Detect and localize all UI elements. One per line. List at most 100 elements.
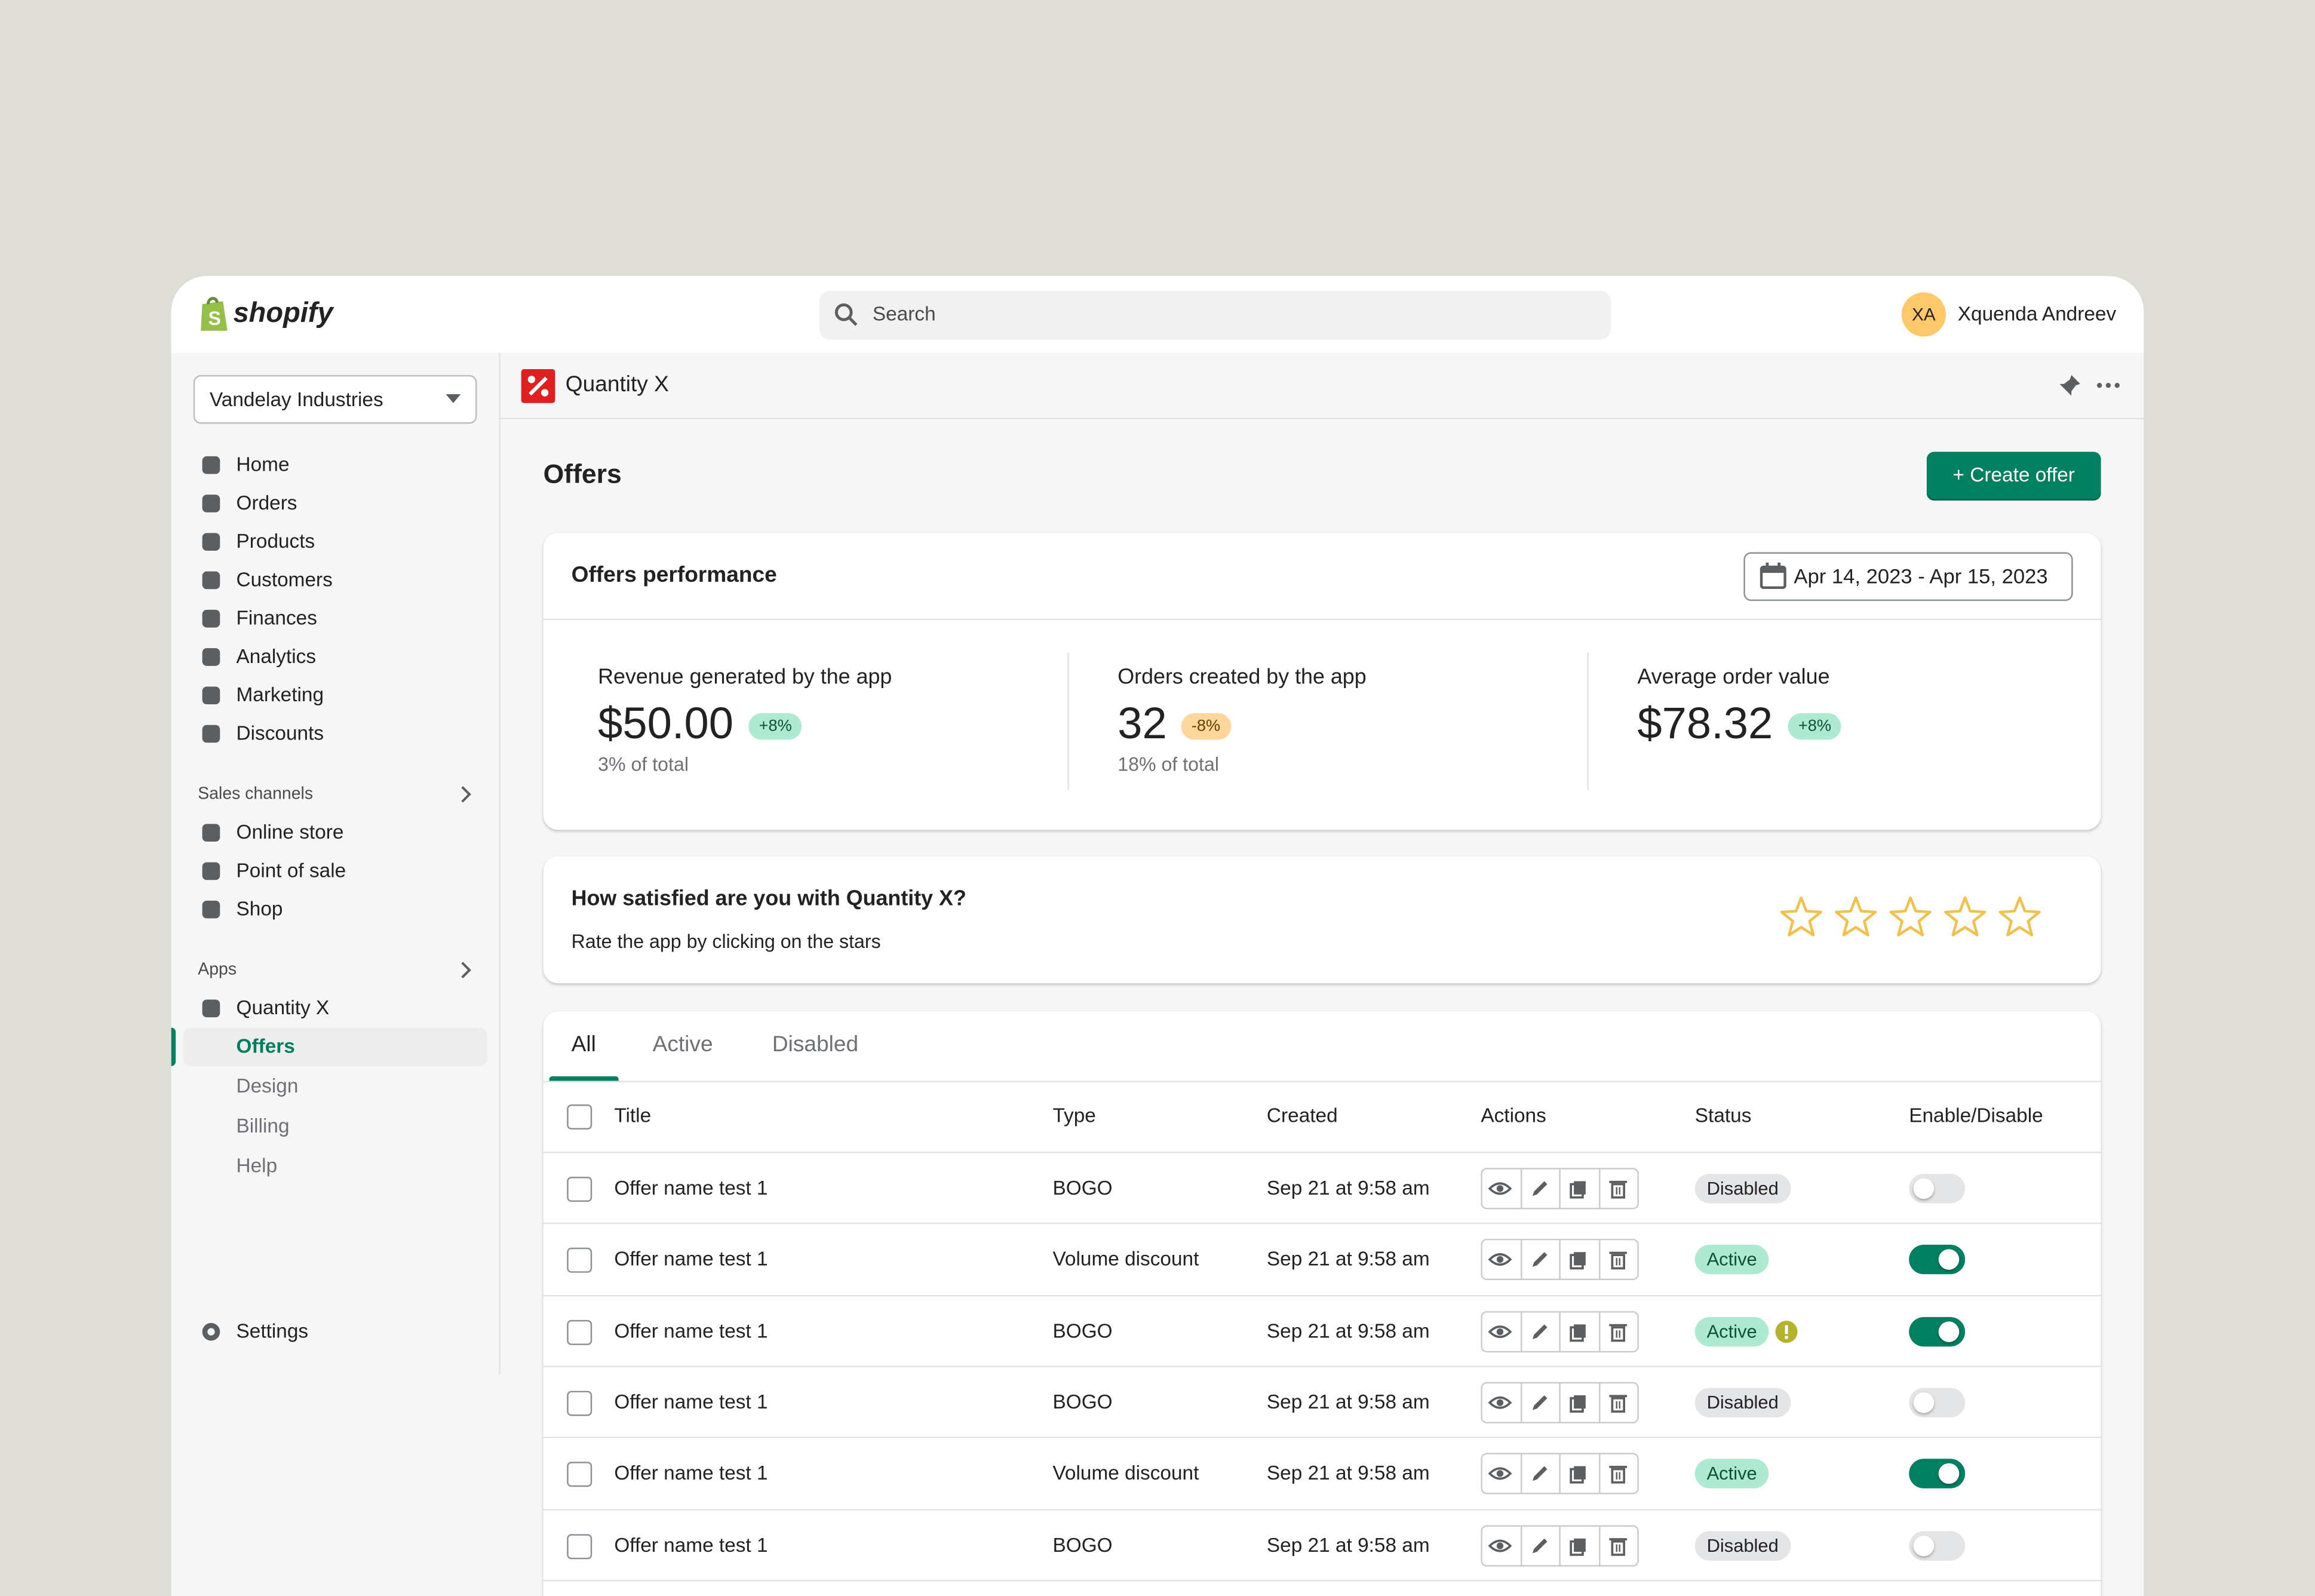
nav-item[interactable]: Products bbox=[236, 530, 315, 553]
subnav-item[interactable]: Design bbox=[236, 1075, 299, 1097]
nav-item[interactable]: Quantity X bbox=[236, 996, 330, 1019]
column-header: Created bbox=[1266, 1104, 1338, 1127]
table-card bbox=[543, 1011, 2101, 1596]
checkbox[interactable] bbox=[567, 1462, 592, 1487]
action-icon[interactable] bbox=[1564, 1459, 1594, 1488]
action-icon[interactable] bbox=[1525, 1388, 1554, 1417]
offer-title: Offer name test 1 bbox=[614, 1319, 768, 1342]
rating-star[interactable] bbox=[1998, 896, 2042, 940]
action-icon[interactable] bbox=[1564, 1316, 1594, 1346]
rating-subtitle: Rate the app by clicking on the stars bbox=[571, 930, 881, 953]
rating-star[interactable] bbox=[1943, 896, 1987, 940]
tab[interactable]: Active bbox=[652, 1032, 713, 1057]
offer-title: Offer name test 1 bbox=[614, 1177, 768, 1199]
subnav-item[interactable]: Help bbox=[236, 1155, 278, 1177]
avatar-initials: XA bbox=[1912, 304, 1936, 325]
subnav-item[interactable]: Offers bbox=[236, 1035, 295, 1057]
action-divider bbox=[1520, 1168, 1522, 1210]
action-icon[interactable] bbox=[1525, 1459, 1554, 1488]
chevron[interactable] bbox=[460, 961, 472, 979]
date-picker[interactable] bbox=[1743, 552, 2073, 601]
nav-icon bbox=[202, 686, 220, 705]
nav-icon bbox=[202, 648, 220, 666]
action-icon[interactable] bbox=[1525, 1316, 1554, 1346]
action-icon[interactable] bbox=[1604, 1174, 1633, 1203]
user-name[interactable]: Xquenda Andreev bbox=[1957, 302, 2117, 325]
offer-type: BOGO bbox=[1052, 1319, 1113, 1342]
nav-item[interactable]: Settings bbox=[236, 1319, 309, 1342]
nav-icon bbox=[202, 571, 220, 590]
nav-icon bbox=[202, 999, 220, 1018]
tab[interactable]: All bbox=[571, 1032, 596, 1057]
more-icon[interactable] bbox=[2096, 381, 2120, 390]
avatar[interactable] bbox=[1901, 292, 1946, 337]
checkbox[interactable] bbox=[567, 1319, 592, 1345]
action-icon[interactable] bbox=[1604, 1530, 1633, 1560]
action-divider bbox=[1520, 1453, 1522, 1495]
metric-value: 32 bbox=[1117, 699, 1167, 749]
nav-item[interactable]: Point of sale bbox=[236, 859, 346, 882]
action-icon[interactable] bbox=[1604, 1316, 1633, 1346]
pin-icon[interactable] bbox=[2058, 373, 2082, 397]
action-icon[interactable] bbox=[1564, 1530, 1594, 1560]
offer-type: Volume discount bbox=[1052, 1462, 1199, 1484]
nav-item[interactable]: Home bbox=[236, 453, 290, 475]
nav-icon bbox=[202, 533, 220, 551]
store-name: Vandelay Industries bbox=[210, 388, 383, 411]
action-icon[interactable] bbox=[1604, 1245, 1633, 1275]
action-icon[interactable] bbox=[1485, 1530, 1515, 1560]
rating-star[interactable] bbox=[1834, 896, 1878, 940]
action-icon[interactable] bbox=[1564, 1388, 1594, 1417]
action-icon[interactable] bbox=[1485, 1459, 1515, 1488]
tab[interactable]: Disabled bbox=[772, 1032, 859, 1057]
checkbox[interactable] bbox=[567, 1177, 592, 1202]
action-icon[interactable] bbox=[1525, 1245, 1554, 1275]
action-icon[interactable] bbox=[1485, 1316, 1515, 1346]
action-icon[interactable] bbox=[1564, 1245, 1594, 1275]
nav-active-bar bbox=[171, 1027, 176, 1066]
search-box[interactable] bbox=[819, 290, 1611, 340]
action-divider bbox=[1599, 1168, 1601, 1210]
action-icon[interactable] bbox=[1525, 1530, 1554, 1560]
action-icon[interactable] bbox=[1604, 1388, 1633, 1417]
action-icon[interactable] bbox=[1604, 1459, 1633, 1488]
checkbox[interactable] bbox=[567, 1104, 592, 1130]
offer-created: Sep 21 at 9:58 am bbox=[1266, 1177, 1430, 1199]
store-select[interactable] bbox=[193, 375, 477, 424]
action-icon[interactable] bbox=[1485, 1174, 1515, 1203]
nav-item[interactable]: Finances bbox=[236, 606, 317, 630]
metric-note: 18% of total bbox=[1117, 753, 1219, 775]
rating-star[interactable] bbox=[1889, 896, 1933, 940]
action-divider bbox=[1599, 1310, 1601, 1352]
nav-item[interactable]: Analytics bbox=[236, 645, 317, 668]
checkbox[interactable] bbox=[567, 1391, 592, 1416]
create-button[interactable] bbox=[1926, 452, 2101, 501]
nav-item[interactable]: Marketing bbox=[236, 683, 324, 706]
sidebar-divider bbox=[499, 352, 501, 1375]
nav-item[interactable]: Orders bbox=[236, 492, 297, 514]
card-divider bbox=[543, 618, 2101, 621]
nav-item[interactable]: Online store bbox=[236, 821, 344, 843]
checkbox[interactable] bbox=[567, 1248, 592, 1273]
chevron[interactable] bbox=[460, 785, 472, 803]
section-title: Sales channels bbox=[198, 785, 314, 803]
app-bar-line bbox=[500, 418, 2144, 420]
subnav-item[interactable]: Billing bbox=[236, 1115, 290, 1137]
row-line bbox=[543, 1294, 2101, 1296]
action-icon[interactable] bbox=[1485, 1245, 1515, 1275]
action-divider bbox=[1599, 1524, 1601, 1566]
offer-type: Volume discount bbox=[1052, 1248, 1199, 1270]
checkbox[interactable] bbox=[567, 1533, 592, 1559]
toggle-knob bbox=[1913, 1534, 1935, 1556]
action-icon[interactable] bbox=[1525, 1174, 1554, 1203]
action-icon[interactable] bbox=[1564, 1174, 1594, 1203]
nav-item[interactable]: Discounts bbox=[236, 722, 324, 744]
rating-star[interactable] bbox=[1779, 896, 1823, 940]
column-header: Title bbox=[614, 1104, 652, 1127]
nav-item[interactable]: Shop bbox=[236, 897, 283, 920]
nav-item[interactable]: Customers bbox=[236, 568, 333, 591]
action-divider bbox=[1599, 1453, 1601, 1495]
action-icon[interactable] bbox=[1485, 1388, 1515, 1417]
nav-icon bbox=[202, 609, 220, 628]
